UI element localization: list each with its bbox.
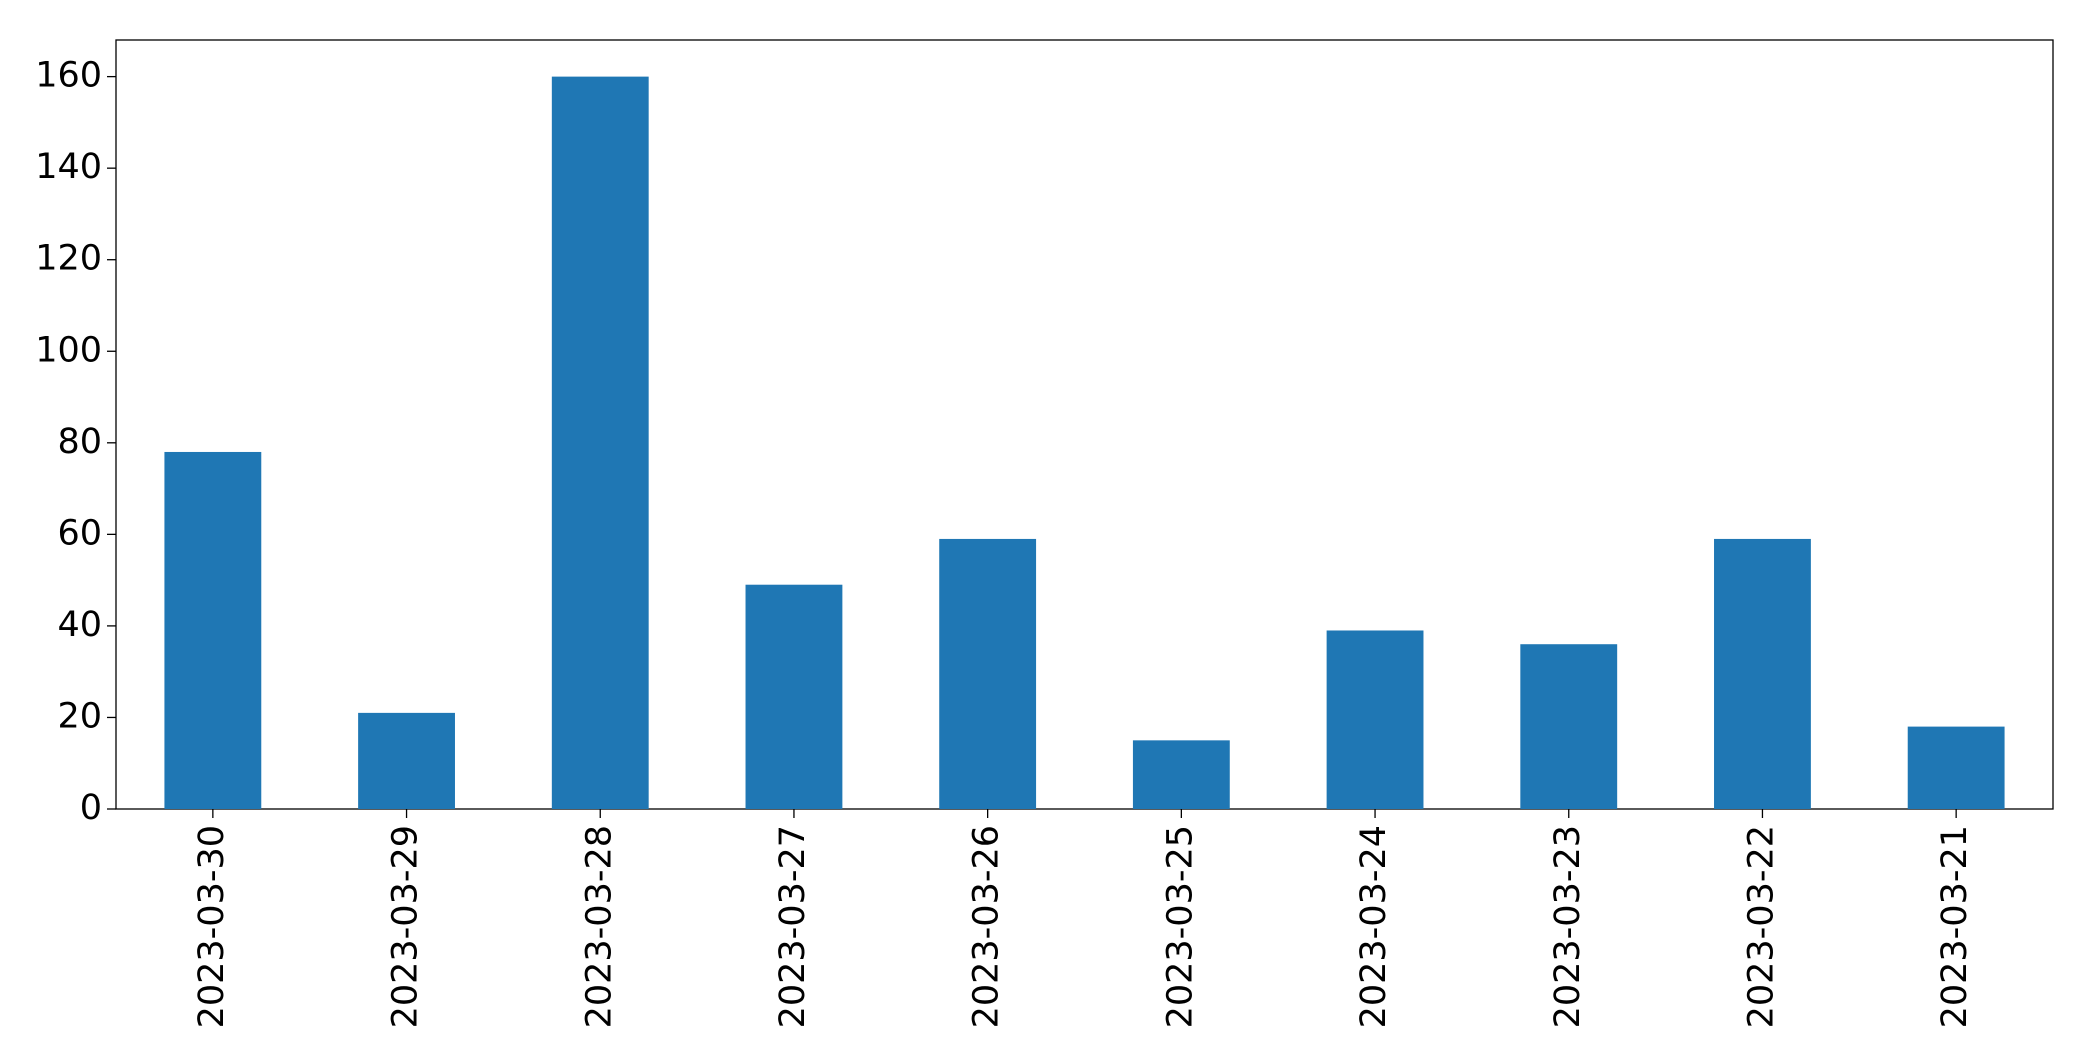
bar (551, 76, 649, 810)
bar (164, 451, 262, 809)
y-tick-label: 140 (35, 147, 102, 187)
bar (1714, 538, 1811, 809)
y-tick-label: 120 (35, 239, 102, 279)
x-tick-label: 2023-03-25 (1160, 825, 1200, 1028)
bar (358, 712, 455, 809)
x-tick-label: 2023-03-27 (773, 825, 813, 1028)
y-tick-label: 0 (80, 788, 102, 828)
y-tick-label: 40 (57, 605, 102, 645)
y-tick-label: 20 (57, 696, 102, 736)
x-tick-label: 2023-03-30 (192, 825, 232, 1028)
x-tick-label: 2023-03-26 (967, 825, 1007, 1028)
y-tick-label: 160 (35, 56, 102, 96)
bar (1132, 740, 1230, 809)
x-tick-label: 2023-03-28 (579, 825, 619, 1028)
y-tick-label: 60 (57, 513, 102, 553)
x-tick-label: 2023-03-24 (1354, 825, 1394, 1028)
bar (1326, 630, 1424, 809)
bar (1520, 644, 1618, 809)
y-tick-label: 100 (35, 330, 102, 370)
x-tick-label: 2023-03-29 (386, 825, 426, 1028)
plot-frame (115, 39, 2054, 810)
bar (1907, 726, 2005, 809)
x-tick-label: 2023-03-21 (1935, 825, 1975, 1028)
x-tick-label: 2023-03-23 (1548, 825, 1588, 1028)
bar (939, 538, 1037, 809)
bar (745, 584, 843, 809)
x-tick-label: 2023-03-22 (1741, 825, 1781, 1028)
y-tick-label: 80 (57, 422, 102, 462)
